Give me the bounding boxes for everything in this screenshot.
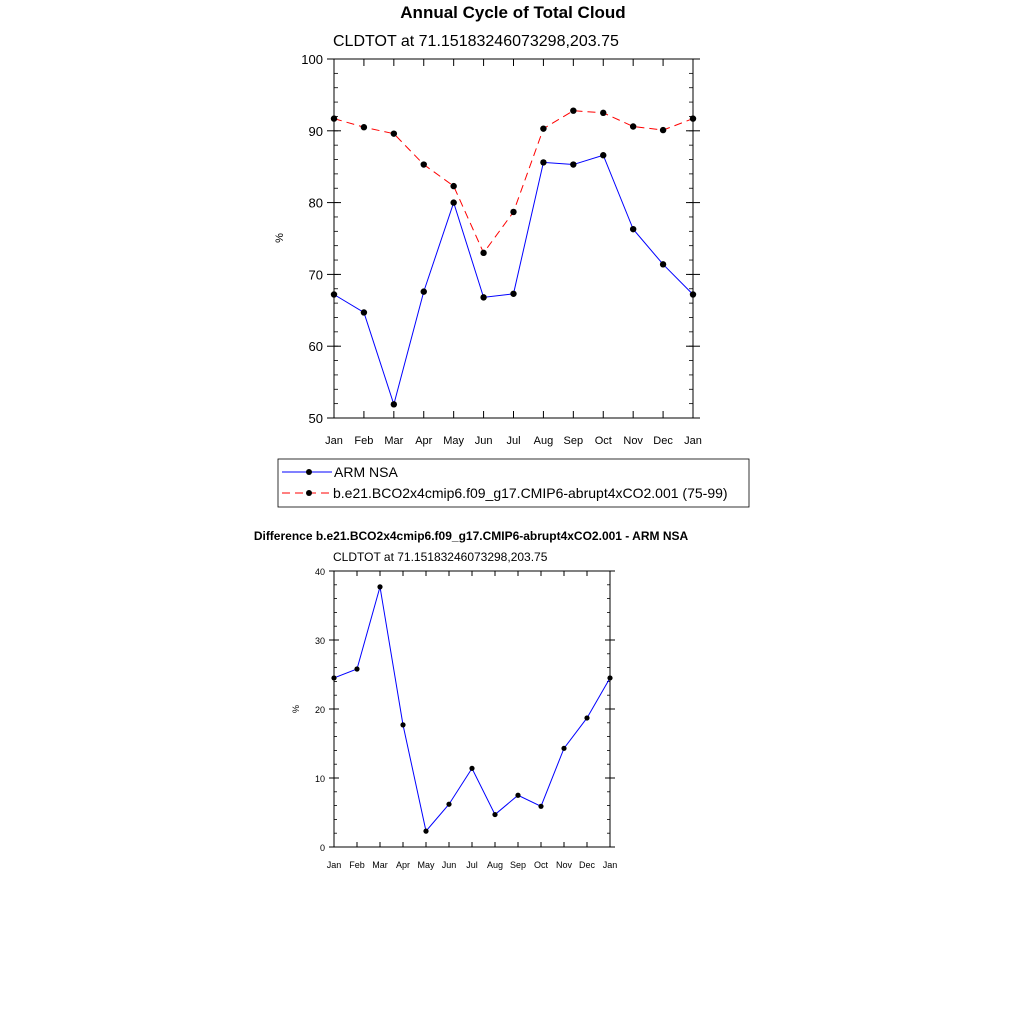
x-tick-label: Dec bbox=[653, 435, 673, 447]
x-tick-label: Nov bbox=[556, 860, 573, 870]
data-point-0 bbox=[538, 803, 544, 809]
data-point-0 bbox=[360, 309, 368, 316]
x-tick-label: Mar bbox=[372, 860, 388, 870]
data-point-0 bbox=[492, 811, 498, 818]
difference-subtitle: CLDTOT at 71.15183246073298,203.75 bbox=[333, 550, 548, 564]
x-tick-label: May bbox=[417, 860, 435, 870]
data-point-1 bbox=[510, 208, 517, 216]
y-tick-label: 40 bbox=[315, 567, 325, 577]
data-point-0 bbox=[469, 765, 475, 771]
data-point-0 bbox=[480, 294, 487, 301]
x-tick-label: Jan bbox=[684, 435, 702, 447]
x-tick-label: Jan bbox=[325, 435, 343, 447]
legend-box bbox=[277, 458, 750, 508]
y-tick-label: 20 bbox=[315, 705, 325, 715]
y-axis-label: % bbox=[274, 233, 286, 243]
data-point-1 bbox=[629, 123, 637, 130]
legend-marker-model bbox=[306, 490, 312, 496]
x-tick-label: Feb bbox=[349, 860, 365, 870]
series-line-1 bbox=[333, 110, 694, 254]
data-point-1 bbox=[570, 107, 577, 114]
data-point-1 bbox=[330, 115, 338, 122]
x-tick-label: Feb bbox=[354, 435, 373, 447]
data-point-0 bbox=[540, 159, 547, 166]
data-point-1 bbox=[600, 109, 607, 117]
data-point-0 bbox=[584, 715, 590, 721]
data-point-0 bbox=[450, 199, 457, 206]
x-tick-label: Sep bbox=[564, 435, 584, 447]
data-point-1 bbox=[360, 124, 368, 131]
x-tick-label: Aug bbox=[487, 860, 503, 870]
data-point-0 bbox=[515, 792, 521, 798]
data-point-1 bbox=[659, 126, 667, 134]
data-point-1 bbox=[420, 161, 427, 168]
x-tick-label: Oct bbox=[534, 860, 549, 870]
data-point-1 bbox=[450, 182, 457, 190]
x-tick-label: Nov bbox=[623, 435, 643, 447]
legend: ARM NSA b.e21.BCO2x4cmip6.f09_g17.CMIP6-… bbox=[277, 458, 750, 508]
plot-frame bbox=[333, 570, 611, 848]
x-tick-label: Jan bbox=[603, 860, 618, 870]
data-point-0 bbox=[420, 288, 427, 295]
series-line-0 bbox=[333, 154, 694, 407]
data-point-1 bbox=[390, 130, 398, 137]
data-point-0 bbox=[446, 801, 452, 807]
data-point-1 bbox=[540, 125, 547, 132]
difference-y-axis-label: % bbox=[291, 705, 301, 713]
x-tick-label: Jan bbox=[327, 860, 342, 870]
x-tick-label: Dec bbox=[579, 860, 596, 870]
series-line-0 bbox=[333, 586, 611, 833]
x-tick-label: Sep bbox=[510, 860, 526, 870]
x-tick-label: Aug bbox=[534, 435, 554, 447]
legend-label-model: b.e21.BCO2x4cmip6.f09_g17.CMIP6-abrupt4x… bbox=[333, 485, 728, 501]
x-tick-label: Apr bbox=[396, 860, 410, 870]
x-tick-label: Jul bbox=[506, 435, 520, 447]
data-point-0 bbox=[510, 290, 517, 297]
x-tick-label: Jun bbox=[442, 860, 457, 870]
data-point-0 bbox=[689, 291, 697, 298]
data-point-0 bbox=[330, 291, 338, 298]
data-point-0 bbox=[423, 828, 429, 834]
annual-cycle-plot: Jan Feb Mar Apr May Jun Jul Aug Sep Oct Nov Dec Jan5… bbox=[301, 52, 702, 447]
difference-title: Difference b.e21.BCO2x4cmip6.f09_g17.CMI… bbox=[254, 529, 689, 543]
data-point-0 bbox=[659, 261, 667, 268]
data-point-0 bbox=[354, 666, 360, 672]
x-tick-label: Apr bbox=[415, 435, 432, 447]
y-tick-label: 70 bbox=[309, 267, 323, 282]
x-tick-label: Oct bbox=[595, 435, 612, 447]
data-point-1 bbox=[480, 249, 487, 257]
y-tick-label: 30 bbox=[315, 636, 325, 646]
legend-label-arm: ARM NSA bbox=[334, 464, 398, 480]
y-tick-label: 90 bbox=[309, 124, 323, 139]
data-point-0 bbox=[561, 745, 567, 751]
chart-subtitle: CLDTOT at 71.15183246073298,203.75 bbox=[333, 33, 619, 50]
legend-marker-arm bbox=[306, 469, 312, 475]
data-point-0 bbox=[390, 401, 398, 408]
y-tick-label: 0 bbox=[320, 843, 325, 853]
data-point-0 bbox=[570, 161, 577, 168]
chart-title: Annual Cycle of Total Cloud bbox=[400, 3, 625, 22]
y-tick-label: 10 bbox=[315, 774, 325, 784]
y-tick-label: 100 bbox=[301, 52, 323, 67]
data-point-0 bbox=[629, 225, 637, 233]
x-tick-label: Mar bbox=[384, 435, 403, 447]
x-tick-label: Jul bbox=[466, 860, 478, 870]
plot-frame bbox=[333, 58, 694, 419]
y-tick-label: 60 bbox=[309, 339, 323, 354]
x-tick-label: Jun bbox=[475, 435, 493, 447]
x-tick-label: May bbox=[443, 435, 464, 447]
data-point-1 bbox=[689, 115, 697, 122]
y-tick-label: 80 bbox=[309, 196, 323, 211]
data-point-0 bbox=[400, 722, 406, 728]
data-point-0 bbox=[600, 152, 607, 159]
y-tick-label: 50 bbox=[309, 411, 323, 426]
data-point-0 bbox=[331, 675, 337, 681]
difference-plot: Jan Feb Mar Apr May Jun Jul Aug Sep Oct Nov Dec Jan0… bbox=[315, 567, 617, 870]
data-point-0 bbox=[377, 584, 383, 590]
data-point-0 bbox=[607, 675, 613, 681]
